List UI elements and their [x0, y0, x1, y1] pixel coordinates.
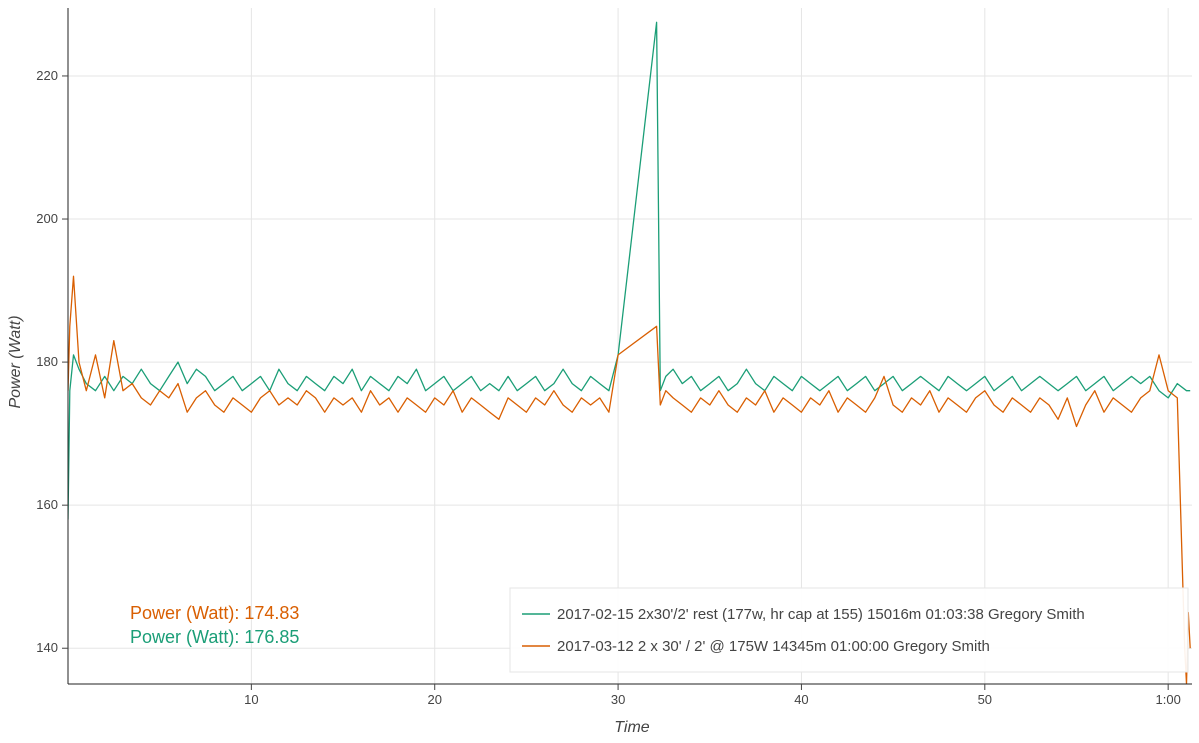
series-line-1	[68, 21, 1191, 520]
x-tick-label: 20	[427, 692, 441, 707]
x-tick-label: 30	[611, 692, 625, 707]
legend-label-series-1: 2017-02-15 2x30'/2' rest (177w, hr cap a…	[557, 606, 1085, 623]
x-tick-label: 1:00	[1156, 692, 1181, 707]
x-tick-label: 50	[978, 692, 992, 707]
legend-box	[509, 587, 1189, 673]
x-tick-label: 10	[244, 692, 258, 707]
y-tick-label: 160	[36, 497, 58, 512]
y-axis-title: Power (Watt)	[7, 315, 24, 408]
x-tick-label: 40	[794, 692, 808, 707]
mean-annotation-series-2: Power (Watt): 174.83	[130, 603, 299, 623]
series-line-2	[68, 275, 1191, 684]
y-tick-label: 200	[36, 211, 58, 226]
legend-label-series-2: 2017-03-12 2 x 30' / 2' @ 175W 14345m 01…	[557, 638, 990, 655]
legend: 2017-02-15 2x30'/2' rest (177w, hr cap a…	[509, 587, 1189, 673]
y-tick-label: 220	[36, 68, 58, 83]
y-tick-label: 140	[36, 640, 58, 655]
mean-annotation-series-1: Power (Watt): 176.85	[130, 627, 299, 647]
series-layer	[68, 21, 1191, 684]
x-ticks: 10 20 30 40 50 1:00	[244, 684, 1181, 707]
mean-annotations: Power (Watt): 174.83 Power (Watt): 176.8…	[130, 603, 299, 647]
y-tick-label: 180	[36, 354, 58, 369]
grid	[68, 8, 1192, 684]
axes	[67, 8, 1192, 685]
x-axis-title: Time	[614, 719, 650, 736]
y-ticks: 140 160 180 200 220	[36, 68, 68, 655]
